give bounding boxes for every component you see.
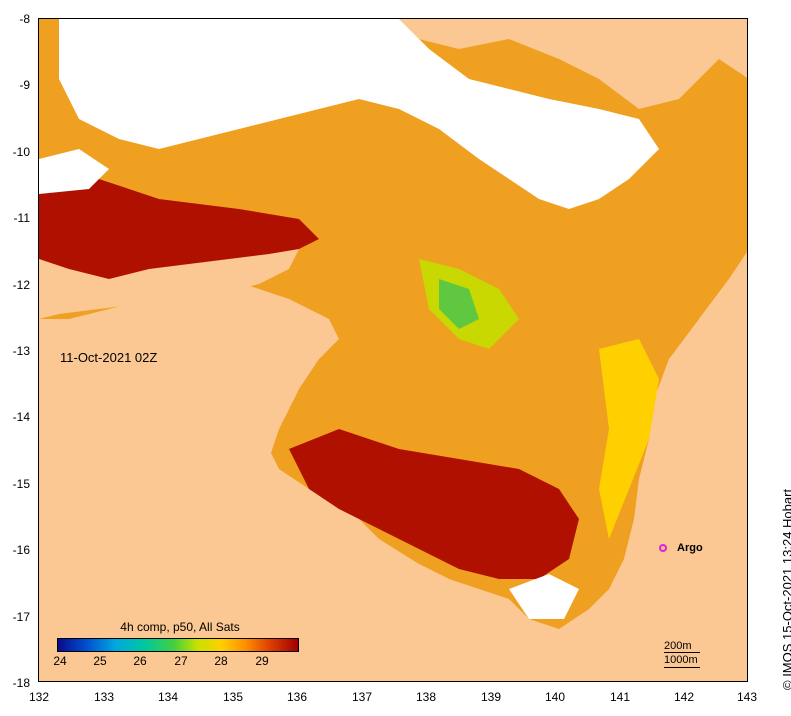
lat-tick-label: -13 <box>12 344 30 358</box>
lat-tick-label: -15 <box>12 477 30 491</box>
lat-tick-label: -17 <box>12 610 30 624</box>
lon-tick-label: 136 <box>286 690 308 704</box>
lon-tick-label: 140 <box>544 690 566 704</box>
lat-tick-label: -16 <box>12 543 30 557</box>
lat-tick-label: -11 <box>13 211 30 225</box>
argo-float-marker[interactable] <box>659 544 667 552</box>
lat-tick-label: -8 <box>19 12 30 26</box>
depth-contour-1000-label: 1000m <box>664 654 698 666</box>
land-cape-york-east <box>39 252 747 681</box>
depth-contour-200-label: 200m <box>664 640 692 652</box>
imos-credit: © IMOS 15-Oct-2021 13:24 Hobart <box>780 488 791 690</box>
sst-map <box>38 18 748 682</box>
colorbar-label: 24 <box>53 654 67 668</box>
land-cape-york <box>679 19 747 78</box>
lat-tick-label: -10 <box>12 145 30 159</box>
lat-tick-label: -14 <box>12 410 30 424</box>
lon-tick-label: 141 <box>609 690 631 704</box>
lat-tick-label: -12 <box>12 278 30 292</box>
land-top <box>399 19 519 41</box>
yellow-band <box>599 339 659 539</box>
warm-core <box>289 429 579 579</box>
lon-tick-label: 132 <box>28 690 50 704</box>
lat-tick-label: -18 <box>12 676 30 690</box>
map-timestamp: 11-Oct-2021 02Z <box>60 350 158 365</box>
colorbar-label: 25 <box>93 654 107 668</box>
lon-tick-label: 138 <box>415 690 437 704</box>
lon-tick-label: 139 <box>480 690 502 704</box>
cloud-southeast <box>509 574 579 619</box>
lat-tick-label: -9 <box>19 78 30 92</box>
lon-tick-label: 137 <box>351 690 373 704</box>
legend-title: 4h comp, p50, All Sats <box>120 620 240 634</box>
lon-tick-label: 143 <box>736 690 758 704</box>
depth-contour-1000-line <box>664 667 700 668</box>
land-arnhem <box>39 249 299 319</box>
sst-map-canvas <box>39 19 747 681</box>
lon-tick-label: 135 <box>222 690 244 704</box>
depth-contour-200-line <box>664 652 700 653</box>
colorbar-label: 28 <box>214 654 228 668</box>
colorbar-label: 26 <box>133 654 147 668</box>
argo-label: Argo <box>677 542 703 554</box>
cloud-north <box>59 19 659 209</box>
lon-tick-label: 142 <box>673 690 695 704</box>
colorbar-label: 29 <box>255 654 269 668</box>
lon-tick-label: 133 <box>93 690 115 704</box>
colorbar-label: 27 <box>174 654 188 668</box>
cool-patch-2 <box>439 279 479 329</box>
colorbar <box>57 638 299 652</box>
cloud-west <box>39 149 109 194</box>
lon-tick-label: 134 <box>157 690 179 704</box>
